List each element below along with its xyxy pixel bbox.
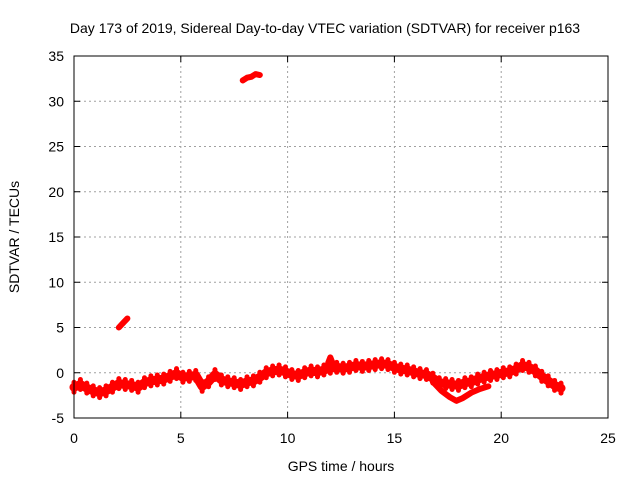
y-tick-label: 10 [48,274,64,290]
data-point [430,379,436,385]
x-tick-label: 15 [387,430,403,446]
data-point [244,75,250,81]
data-point [477,386,483,392]
y-tick-label: -5 [52,410,65,426]
data-point [485,383,491,389]
y-tick-label: 15 [48,229,64,245]
data-point [257,72,263,78]
data-point [447,394,453,400]
y-tick-label: 0 [56,365,64,381]
x-tick-label: 25 [600,430,616,446]
data-point [240,77,246,83]
y-tick-label: 35 [48,48,64,64]
y-axis-title: SDTVAR / TECUs [6,181,22,293]
data-point [116,325,122,330]
data-point [253,71,259,77]
y-tick-label: 25 [48,139,64,155]
data-point [453,398,459,404]
y-tick-label: 5 [56,320,64,336]
data-point [438,388,444,394]
y-tick-label: 20 [48,184,64,200]
plot-frame [73,55,609,419]
x-axis-title: GPS time / hours [288,458,395,474]
data-point [329,360,335,366]
data-point [120,320,126,326]
data-point [124,315,130,321]
data-point [468,390,474,396]
x-tick-label: 20 [493,430,509,446]
data-point [248,74,254,80]
data-point [327,354,333,360]
x-tick-label: 5 [177,430,185,446]
data-point [325,360,331,366]
chart-title: Day 173 of 2019, Sidereal Day-to-day VTE… [70,20,580,36]
y-tick-label: 30 [48,93,64,109]
axis-ticks: 0 5 10 15 20 25 -5 0 5 10 15 20 25 30 35 [48,48,616,446]
x-tick-label: 0 [70,430,78,446]
data-point [460,395,466,401]
data-series [69,71,566,404]
x-tick-label: 10 [280,430,296,446]
